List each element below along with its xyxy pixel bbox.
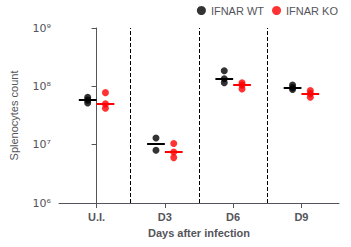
svg-text:D9: D9 [294, 211, 308, 223]
svg-text:10⁹: 10⁹ [33, 22, 51, 35]
svg-text:IFNAR KO: IFNAR KO [286, 5, 338, 17]
svg-text:D6: D6 [226, 211, 240, 223]
svg-text:Days after infection: Days after infection [148, 227, 250, 239]
svg-text:IFNAR WT: IFNAR WT [211, 5, 264, 17]
svg-text:U.I.: U.I. [88, 211, 105, 223]
svg-text:Splenocytes count: Splenocytes count [8, 71, 20, 161]
svg-text:10⁸: 10⁸ [33, 80, 52, 93]
svg-text:10⁶: 10⁶ [33, 197, 52, 210]
svg-text:10⁷: 10⁷ [33, 138, 51, 151]
svg-text:D3: D3 [158, 211, 172, 223]
